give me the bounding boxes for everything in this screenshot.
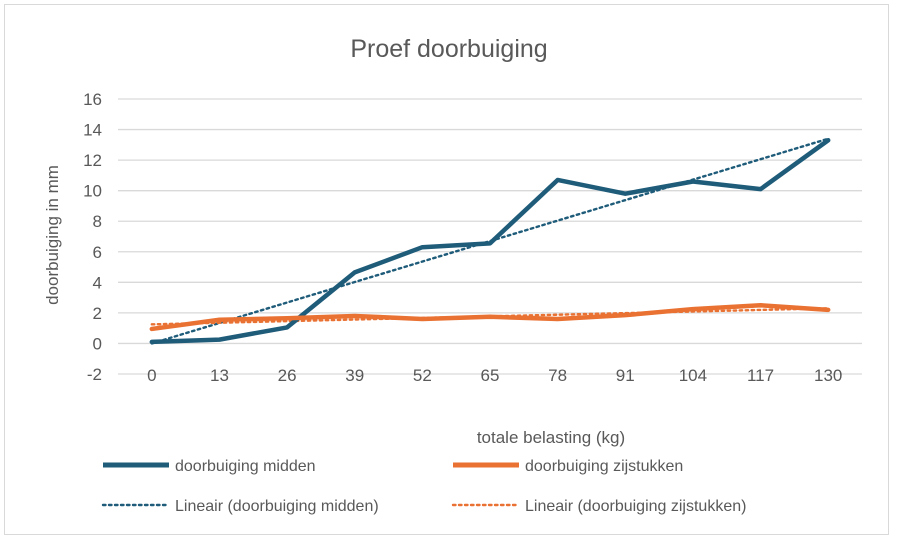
legend-label: doorbuiging midden [175, 458, 316, 475]
x-axis-ticks: 0 13 26 39 52 65 78 91 104 117 130 [147, 366, 842, 385]
gridlines [118, 98, 862, 375]
legend-label: Lineair (doorbuiging midden) [175, 498, 379, 515]
x-tick-label: 52 [413, 366, 432, 385]
y-tick-label: 14 [83, 121, 102, 140]
x-tick-label: 26 [278, 366, 297, 385]
series-lines [149, 138, 831, 345]
x-tick-label: 104 [679, 366, 707, 385]
x-tick-label: 13 [210, 366, 229, 385]
legend-label: doorbuiging zijstukken [525, 458, 683, 475]
x-tick-label: 39 [345, 366, 364, 385]
y-axis-ticks: -2 0 2 4 6 8 10 12 14 16 [83, 90, 102, 384]
y-tick-label: -2 [87, 365, 102, 384]
x-tick-label: 78 [548, 366, 567, 385]
y-tick-label: 2 [93, 304, 102, 323]
y-axis-label: doorbuiging in mm [43, 165, 62, 305]
y-tick-label: 0 [93, 334, 102, 353]
y-tick-label: 12 [83, 151, 102, 170]
y-tick-label: 8 [93, 212, 102, 231]
legend: doorbuiging midden doorbuiging zijstukken… [101, 458, 746, 515]
legend-label: Lineair (doorbuiging zijstukken) [525, 498, 746, 515]
y-tick-label: 4 [93, 273, 102, 292]
y-tick-label: 16 [83, 90, 102, 109]
y-tick-label: 10 [83, 182, 102, 201]
x-tick-label: 0 [147, 366, 156, 385]
chart-title: Proef doorbuiging [350, 35, 547, 63]
x-tick-label: 130 [814, 366, 842, 385]
x-axis-label: totale belasting (kg) [477, 428, 625, 447]
series-line-1 [149, 138, 831, 345]
x-tick-label: 91 [616, 366, 635, 385]
y-tick-label: 6 [93, 243, 102, 262]
chart-frame [4, 4, 889, 535]
series-line-2 [149, 303, 831, 332]
x-tick-label: 117 [747, 366, 774, 385]
x-tick-label: 65 [481, 366, 500, 385]
